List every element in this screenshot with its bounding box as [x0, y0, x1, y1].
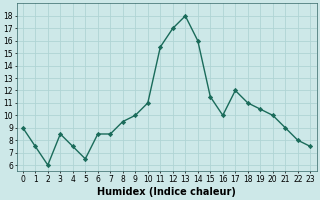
X-axis label: Humidex (Indice chaleur): Humidex (Indice chaleur) — [97, 187, 236, 197]
